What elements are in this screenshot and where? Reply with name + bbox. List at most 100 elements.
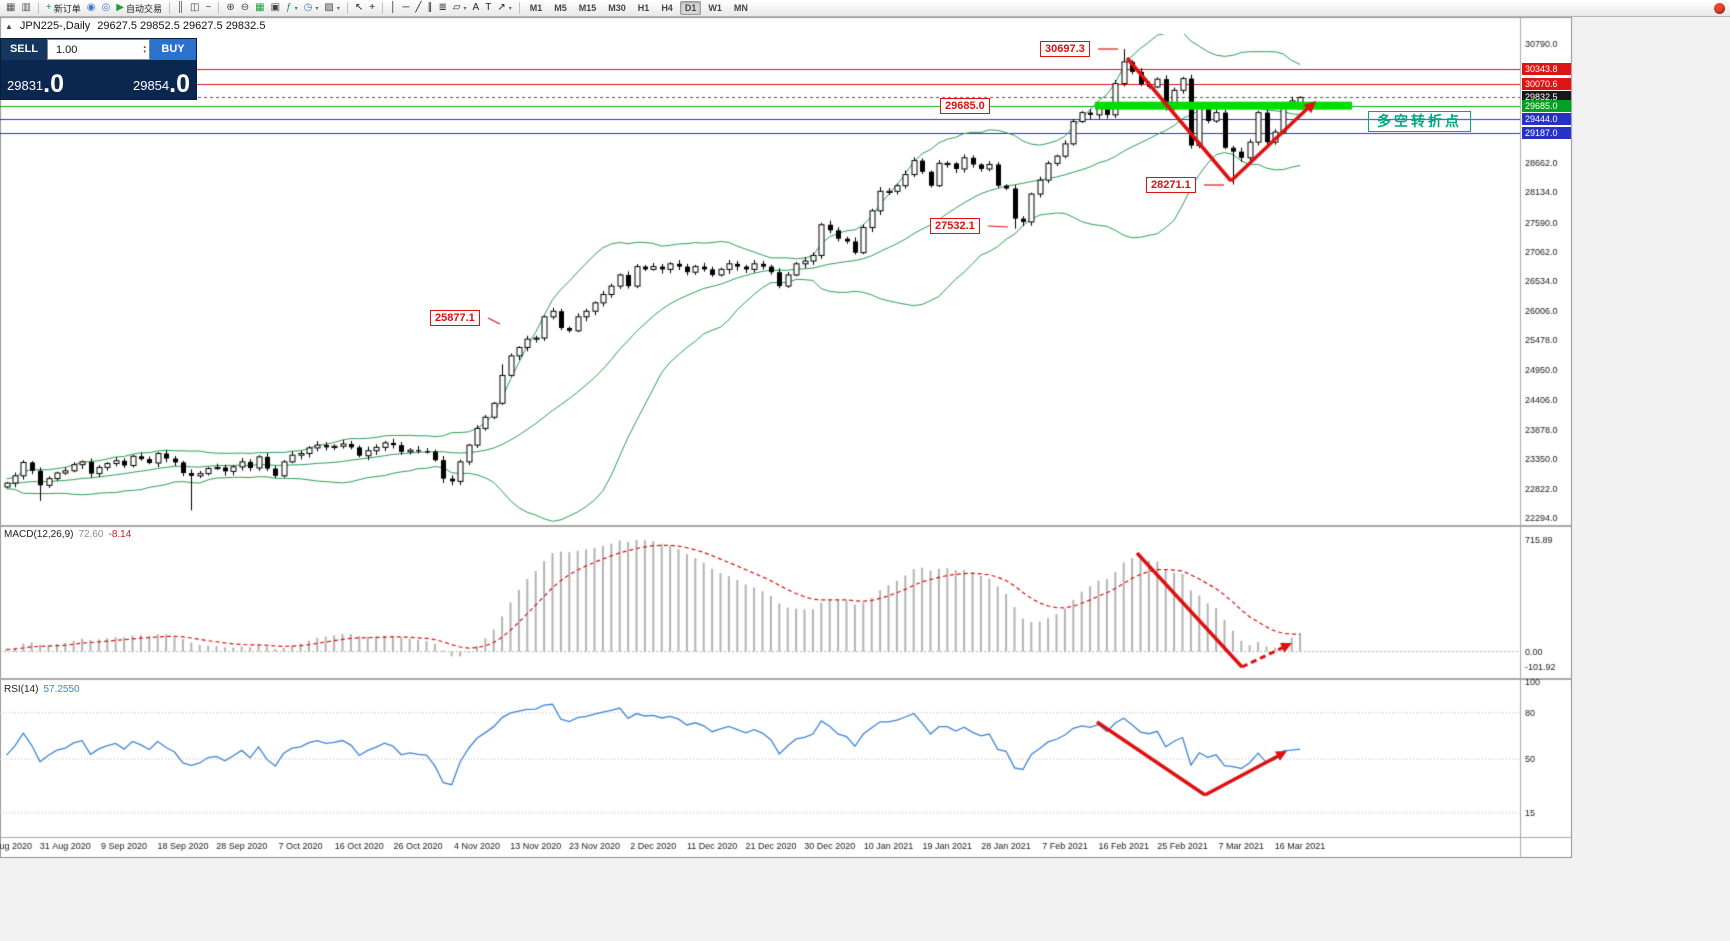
timeframe-m5-button[interactable]: M5 <box>554 3 567 13</box>
indicators-icon[interactable]: ƒ ▾ <box>283 1 301 16</box>
toolbar-separator <box>37 2 39 14</box>
zoom-in-icon[interactable]: ⊕ <box>223 1 237 16</box>
cursor-icon: ↖ <box>354 2 364 13</box>
line-chart-icon[interactable]: ~ <box>203 1 215 16</box>
chart-profiles-icon[interactable]: ▥ <box>18 1 33 16</box>
toolbar-separator <box>382 2 384 14</box>
vertical-line-icon[interactable]: │ <box>387 1 399 16</box>
macd-main-value: 72.60 <box>78 529 104 540</box>
sell-button[interactable]: SELL <box>1 39 47 60</box>
one-click-trading-panel: SELL 1.00 ▴ ▾ BUY 29831 .0 29854 .0 <box>0 38 197 100</box>
spinner-down-icon[interactable]: ▾ <box>143 48 146 55</box>
bid-price-frac: .0 <box>43 70 65 98</box>
trade-panel-prices: 29831 .0 29854 .0 <box>1 60 196 99</box>
timeframe-h4-button[interactable]: H4 <box>661 3 673 13</box>
trendline-icon: ╱ <box>415 2 422 13</box>
shapes-icon-dropdown[interactable]: ▾ <box>463 5 467 12</box>
fibonacci-icon: ≣ <box>438 2 447 13</box>
rsi-name: RSI(14) <box>4 684 39 695</box>
bid-price: 29831 .0 <box>7 72 64 97</box>
chart-ohlc-values: 29627.5 29852.5 29627.5 29832.5 <box>97 20 266 32</box>
volume-input[interactable]: 1.00 ▴ ▾ <box>47 39 150 60</box>
shapes-icon[interactable]: ▱ ▾ <box>450 1 470 16</box>
spinner-up-icon[interactable]: ▴ <box>143 44 146 50</box>
templates-icon[interactable]: ▨ ▾ <box>321 1 342 16</box>
expert-advisors-icon[interactable]: ◉ <box>84 1 99 16</box>
indicators-icon-dropdown[interactable]: ▾ <box>294 5 298 12</box>
autotrading-button-label: 自动交易 <box>125 3 162 14</box>
shapes-icon: ▱ <box>452 2 461 13</box>
tile-windows-icon[interactable]: ▣ <box>268 1 283 16</box>
timeframe-m1-button[interactable]: M1 <box>529 3 543 13</box>
timeframe-d1-button[interactable]: D1 <box>679 1 702 15</box>
line-chart-icon: ~ <box>205 2 212 13</box>
arrows-icon[interactable]: ↗ ▾ <box>494 1 514 16</box>
new-order-button-label: 新订单 <box>53 3 81 14</box>
callout-peak-price: 30697.3 <box>1040 41 1090 57</box>
turning-point-note: 多空转折点 <box>1368 111 1471 132</box>
arrows-icon-dropdown[interactable]: ▾ <box>508 5 512 12</box>
bar-chart-icon[interactable]: ║ <box>174 1 187 16</box>
grid-icon[interactable]: ▦ <box>252 1 267 16</box>
candlestick-chart-icon[interactable]: ◫ <box>187 1 202 16</box>
zoom-in-icon: ⊕ <box>226 2 235 13</box>
arrows-icon: ↗ <box>497 2 506 13</box>
price-tag-29685.0: 29685.0 <box>1522 99 1571 112</box>
text-icon[interactable]: A <box>470 1 483 16</box>
timeframe-h1-button[interactable]: H1 <box>637 3 650 13</box>
bid-price-main: 29831 <box>7 78 44 93</box>
templates-icon: ▨ <box>324 2 334 13</box>
trendline-icon[interactable]: ╱ <box>412 1 424 16</box>
toolbar-separator <box>518 2 520 14</box>
chart-symbol-period: JPN225-,Daily <box>19 20 91 32</box>
autotrading-button-icon: ▶ <box>116 2 124 13</box>
rsi-value: 57.2550 <box>43 684 80 695</box>
zoom-out-icon[interactable]: ⊖ <box>238 1 252 16</box>
cursor-icon[interactable]: ↖ <box>352 1 366 16</box>
timeframe-m15-button[interactable]: M15 <box>578 3 597 13</box>
horizontal-line-icon: ─ <box>402 2 410 13</box>
new-order-button[interactable]: + 新订单 <box>43 1 84 16</box>
volume-spinner[interactable]: ▴ ▾ <box>143 45 146 54</box>
crosshair-icon: + <box>369 2 376 13</box>
text-label-icon[interactable]: T <box>482 1 494 16</box>
new-chart-icon: ▦ <box>6 2 16 13</box>
new-chart-icon[interactable]: ▦ <box>3 1 18 16</box>
toolbar: ▦ ▥ + 新订单 ◉ ◎ ▶ 自动交易 ║ ◫ ~ ⊕ ⊖ ▦ ▣ ƒ ▾ ◷ ▾ ▨ ▾ ↖ + │ ─ ╱ ∥ ≣ ▱ ▾ A T ↗ ▾ M… <box>0 0 1730 17</box>
vertical-line-icon: │ <box>390 2 397 13</box>
indicators-icon: ƒ <box>286 2 292 13</box>
fibonacci-icon[interactable]: ≣ <box>435 1 449 16</box>
toolbar-separator <box>218 2 220 14</box>
buy-button[interactable]: BUY <box>150 39 196 60</box>
market-watch-icon[interactable]: ◎ <box>99 1 114 16</box>
news-icon[interactable] <box>1714 3 1725 14</box>
periods-icon-dropdown[interactable]: ▾ <box>315 5 319 12</box>
callout-neckline-price: 29685.0 <box>940 98 990 114</box>
templates-icon-dropdown[interactable]: ▾ <box>336 5 340 12</box>
candlestick-chart-icon: ◫ <box>190 2 200 13</box>
channel-icon: ∥ <box>427 2 433 13</box>
timeframe-w1-button[interactable]: W1 <box>708 3 722 13</box>
callout-january-low: 27532.1 <box>930 218 980 234</box>
chart-caption-icon: ▲ <box>5 21 13 31</box>
price-tag-29444.0: 29444.0 <box>1522 113 1571 126</box>
tile-windows-icon: ▣ <box>270 2 281 13</box>
timeframe-mn-button[interactable]: MN <box>733 3 748 13</box>
price-tag-29187.0: 29187.0 <box>1522 127 1571 140</box>
rsi-indicator-label: RSI(14) 57.2550 <box>4 684 80 695</box>
zoom-out-icon: ⊖ <box>240 2 250 13</box>
timeframe-m30-button[interactable]: M30 <box>608 3 626 13</box>
macd-indicator-label: MACD(12,26,9) 72.60 -8.14 <box>4 529 131 540</box>
macd-signal-value: -8.14 <box>108 529 132 540</box>
periods-icon: ◷ <box>303 2 313 13</box>
expert-advisors-icon: ◉ <box>86 2 96 13</box>
price-tag-30070.6: 30070.6 <box>1522 78 1571 91</box>
channel-icon[interactable]: ∥ <box>424 1 435 16</box>
horizontal-line-icon[interactable]: ─ <box>399 1 412 16</box>
callout-march-low: 28271.1 <box>1146 177 1196 193</box>
autotrading-button[interactable]: ▶ 自动交易 <box>113 1 165 16</box>
ask-price-frac: .0 <box>169 70 190 98</box>
periods-icon[interactable]: ◷ ▾ <box>301 1 322 16</box>
crosshair-icon[interactable]: + <box>366 1 378 16</box>
